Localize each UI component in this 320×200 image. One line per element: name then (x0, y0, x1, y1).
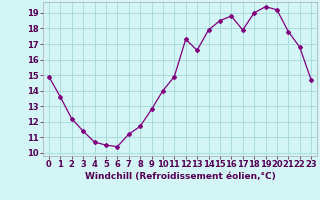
X-axis label: Windchill (Refroidissement éolien,°C): Windchill (Refroidissement éolien,°C) (84, 172, 276, 181)
